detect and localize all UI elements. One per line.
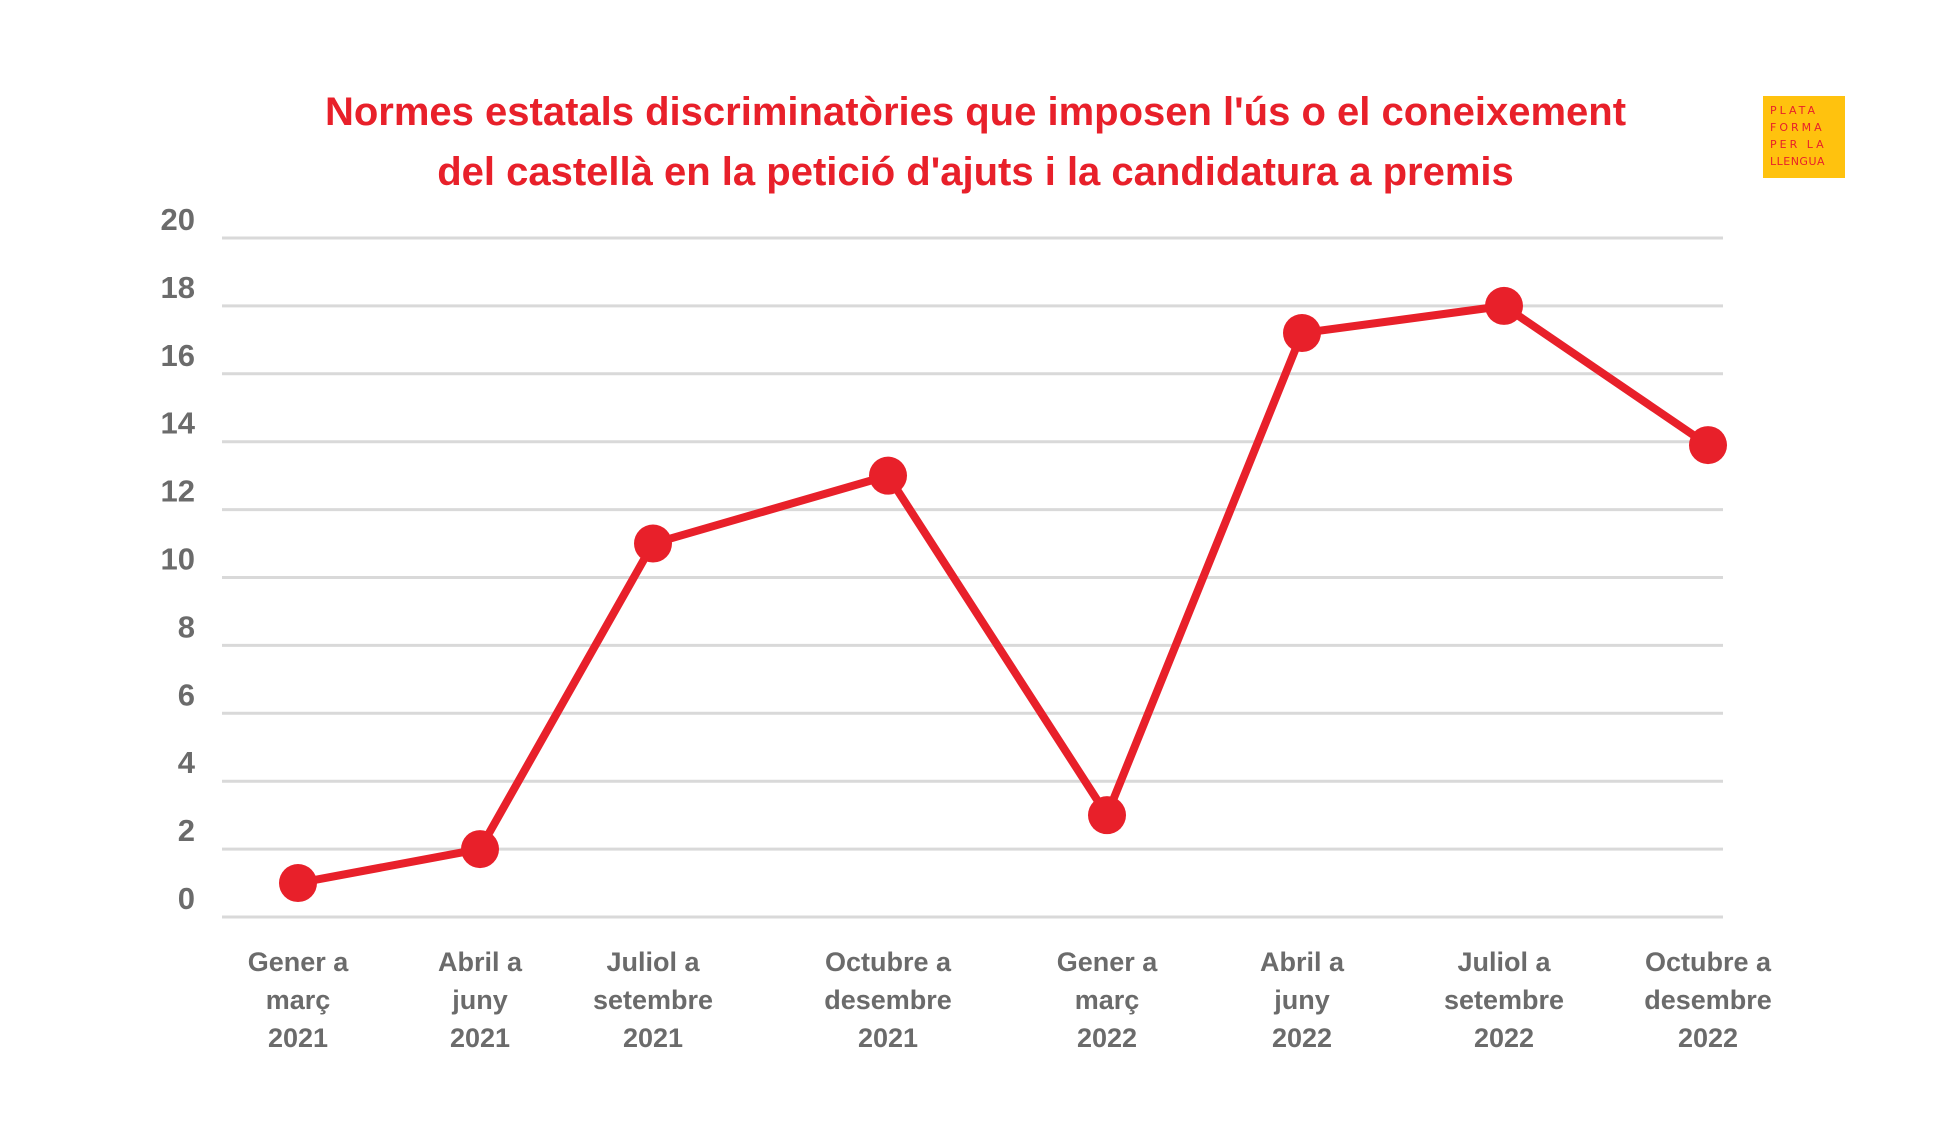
data-point	[1485, 286, 1523, 325]
x-tick-label-line: 2021	[268, 1023, 328, 1053]
chart-title-line-2: del castellà en la petició d'ajuts i la …	[437, 150, 1514, 194]
data-point	[869, 456, 907, 495]
gridlines	[222, 236, 1723, 919]
logo-line: LLENGUA	[1770, 155, 1826, 168]
x-tick-label: Juliol a setembre 2021	[593, 947, 713, 1053]
y-tick-label: 16	[161, 338, 195, 373]
x-tick-label-line: Abril a	[1260, 947, 1345, 977]
data-point	[1689, 426, 1727, 465]
logo-line: FORMA	[1770, 121, 1825, 134]
x-tick-label: Juliol a setembre 2022	[1444, 947, 1564, 1053]
y-tick-label: 6	[178, 677, 195, 712]
x-tick-label-line: setembre	[1444, 985, 1564, 1015]
y-tick-label: 12	[161, 474, 195, 509]
x-tick-label-line: març	[266, 985, 331, 1015]
chart-title: Normes estatals discriminatòries que imp…	[0, 82, 1951, 202]
x-tick-label-line: Gener a	[1057, 947, 1159, 977]
x-tick-label-line: 2021	[450, 1023, 510, 1053]
x-tick-label: Abril a juny 2021	[438, 947, 523, 1053]
y-tick-label: 4	[178, 745, 196, 780]
x-tick-label-line: 2022	[1678, 1023, 1738, 1053]
data-point	[279, 864, 317, 903]
x-tick-label: Octubre a desembre 2022	[1644, 947, 1772, 1053]
x-tick-label-line: 2022	[1077, 1023, 1137, 1053]
y-tick-label: 18	[161, 270, 195, 305]
x-tick-label-line: desembre	[1644, 985, 1772, 1015]
x-tick-label-line: Gener a	[248, 947, 350, 977]
x-tick-label-line: 2022	[1474, 1023, 1534, 1053]
logo-line: PLATA	[1770, 104, 1819, 117]
y-tick-label: 2	[178, 813, 195, 848]
x-tick-label-line: 2022	[1272, 1023, 1332, 1053]
x-tick-label-line: 2021	[623, 1023, 683, 1053]
y-tick-label: 10	[161, 542, 195, 577]
plataforma-per-la-llengua-logo: PLATA FORMA PER LA LLENGUA	[1763, 96, 1845, 178]
x-tick-label-line: 2021	[858, 1023, 918, 1053]
x-tick-label-line: juny	[1273, 985, 1330, 1015]
data-point	[1283, 314, 1321, 353]
logo-line: PER LA	[1770, 138, 1827, 151]
data-point	[634, 524, 672, 563]
x-tick-label-line: setembre	[593, 985, 713, 1015]
data-point	[1088, 796, 1126, 835]
x-tick-label-line: Octubre a	[1645, 947, 1772, 977]
series-line	[294, 301, 1712, 888]
y-tick-label: 14	[161, 406, 196, 441]
x-tick-label-line: juny	[451, 985, 508, 1015]
data-point	[461, 830, 499, 869]
x-tick-label-line: desembre	[824, 985, 952, 1015]
x-tick-label-line: març	[1075, 985, 1140, 1015]
x-tick-label-line: Octubre a	[825, 947, 952, 977]
x-tick-label: Octubre a desembre 2021	[824, 947, 952, 1053]
series-layer	[279, 286, 1727, 903]
y-tick-label: 20	[161, 202, 195, 237]
y-tick-label: 8	[178, 609, 195, 644]
x-axis-ticks: Gener a març 2021 Abril a juny 2021 Juliol a se…	[248, 947, 1772, 1053]
y-tick-label: 0	[178, 881, 195, 916]
x-tick-label-line: Abril a	[438, 947, 523, 977]
x-tick-label-line: Juliol a	[606, 947, 700, 977]
x-tick-label: Abril a juny 2022	[1260, 947, 1345, 1053]
chart-title-line-1: Normes estatals discriminatòries que imp…	[324, 90, 1627, 134]
x-tick-label: Gener a març 2021	[248, 947, 350, 1053]
x-tick-label-line: Juliol a	[1457, 947, 1551, 977]
x-tick-label: Gener a març 2022	[1057, 947, 1159, 1053]
y-axis-ticks: 0 2 4 6 8 10 12 14 16 18 20	[161, 202, 196, 916]
